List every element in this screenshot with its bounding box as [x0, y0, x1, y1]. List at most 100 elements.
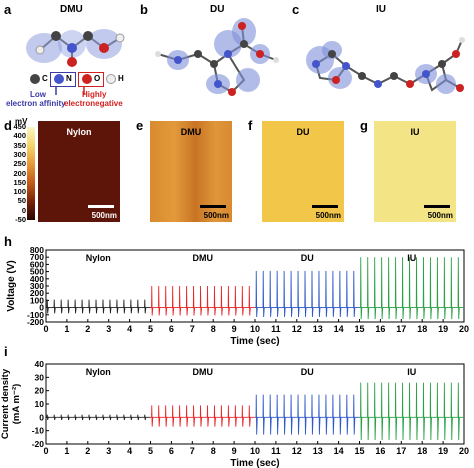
x-tick-label: 11: [271, 446, 281, 456]
atom-legend: C N O H: [30, 72, 130, 87]
x-tick-label: 10: [250, 446, 260, 456]
scale-bar-du: [312, 205, 338, 208]
x-tick-label: 7: [190, 324, 195, 334]
y-tick-label: 600: [30, 259, 44, 269]
colorbar-unit: mV: [15, 117, 28, 126]
iu-molecule-image: [306, 37, 465, 94]
series-label-du: DU: [301, 367, 314, 377]
x-tick-label: 5: [148, 446, 153, 456]
panel-label-i: i: [4, 344, 8, 359]
colorbar: [27, 127, 35, 220]
kpfm-map-iu: IU 500nm: [374, 121, 456, 222]
series-label-nylon: Nylon: [86, 253, 111, 263]
x-tick-label: 13: [313, 324, 323, 334]
low-label: Low: [30, 90, 46, 99]
y-tick-label: 20: [35, 386, 45, 396]
x-tick-label: 6: [169, 324, 174, 334]
x-tick-label: 9: [232, 446, 237, 456]
kpfm-map-nylon: Nylon 500nm: [38, 121, 120, 222]
map-title-du: DU: [296, 127, 310, 137]
x-axis-label: Time (sec): [230, 458, 279, 468]
y-tick-label: 40: [35, 359, 45, 369]
colorbar-tick-label: 100: [13, 187, 26, 197]
colorbar-tick-label: -50: [15, 215, 26, 224]
x-tick-label: 20: [459, 446, 469, 456]
current-density-chart: 0 1 2 3 4 5 6 7 8 9 10 11 12 13 14 15 16 17 18 19 2040302010…: [0, 359, 469, 468]
x-tick-label: 7: [190, 446, 195, 456]
panel-label-e: e: [136, 118, 144, 133]
y-tick-label: 500: [30, 267, 44, 277]
series-line-iu: [359, 382, 464, 441]
map-title-dmu: DMU: [180, 127, 202, 137]
y-axis-label-line1: Current density: [0, 368, 11, 439]
x-tick-label: 10: [250, 324, 260, 334]
legend-connector-lines: [55, 86, 85, 95]
y-tick-label: -10: [32, 426, 45, 436]
x-tick-label: 12: [292, 324, 302, 334]
x-tick-label: 19: [438, 446, 448, 456]
x-tick-label: 12: [292, 446, 302, 456]
panel-label-a: a: [4, 2, 12, 17]
y-tick-label: 10: [35, 399, 45, 409]
x-tick-label: 3: [106, 324, 111, 334]
hydrogen-atom-icon: [106, 74, 116, 84]
colorbar-tick-label: 250: [13, 159, 26, 169]
series-line-nylon: [46, 299, 151, 314]
panel-label-c: c: [292, 2, 300, 17]
x-tick-label: 3: [106, 446, 111, 456]
electronegative-label: electronegative: [64, 99, 123, 108]
x-tick-label: 9: [232, 324, 237, 334]
y-tick-label: 200: [30, 288, 44, 298]
y-tick-label: 0: [39, 303, 44, 313]
y-tick-label: 700: [30, 252, 44, 262]
scale-label-nylon: 500nm: [91, 211, 117, 220]
nitrogen-box: [50, 72, 76, 87]
voltage-chart: 0 1 2 3 4 5 6 7 8 9 10 11 12 13 14 15 16 17 18 19 2080070060…: [6, 245, 469, 347]
series-label-dmu: DMU: [193, 253, 214, 263]
colorbar-tick-label: 50: [17, 196, 26, 206]
x-tick-label: 19: [438, 324, 448, 334]
x-tick-label: 2: [85, 446, 90, 456]
scale-label-iu: 500nm: [427, 211, 453, 220]
y-tick-label: -20: [32, 439, 45, 449]
oxygen-box: [78, 72, 104, 87]
x-tick-label: 18: [417, 446, 427, 456]
x-tick-label: 0: [43, 446, 48, 456]
atom-label-c: C: [42, 74, 48, 83]
x-tick-label: 11: [271, 324, 281, 334]
panel-label-h: h: [4, 234, 12, 249]
series-line-du: [255, 270, 360, 317]
x-tick-label: 18: [417, 324, 427, 334]
y-tick-label: -100: [27, 310, 44, 320]
x-tick-label: 4: [127, 324, 132, 334]
atom-label-h: H: [118, 74, 124, 83]
series-line-dmu: [150, 405, 255, 427]
y-tick-label: 800: [30, 245, 44, 255]
x-tick-label: 6: [169, 446, 174, 456]
series-line-dmu: [150, 285, 255, 316]
series-label-iu: IU: [407, 253, 416, 263]
scale-label-dmu: 500nm: [203, 211, 229, 220]
carbon-atom-icon: [30, 74, 40, 84]
x-axis-label: Time (sec): [230, 336, 279, 347]
series-line-nylon: [46, 414, 151, 421]
kpfm-map-du: DU 500nm: [262, 121, 344, 222]
x-tick-label: 14: [334, 324, 344, 334]
y-axis-label-line2: (mA m⁻²): [11, 384, 22, 425]
x-tick-label: 2: [85, 324, 90, 334]
y-tick-label: 400: [30, 274, 44, 284]
colorbar-tick-label: 150: [13, 177, 26, 187]
scale-bar-nylon: [88, 205, 114, 208]
panel-label-g: g: [360, 118, 368, 133]
x-tick-label: 8: [211, 446, 216, 456]
x-tick-label: 16: [375, 324, 385, 334]
x-tick-label: 15: [354, 324, 364, 334]
electron-affinity-label: electron affinity: [6, 99, 66, 108]
series-line-iu: [359, 257, 464, 320]
y-tick-label: 0: [39, 412, 44, 422]
molecule-title-dmu: DMU: [60, 4, 83, 15]
colorbar-tick-label: 300: [13, 149, 26, 159]
atom-label-n: N: [66, 74, 72, 83]
scale-bar-dmu: [200, 205, 226, 208]
scale-bar-iu: [424, 205, 450, 208]
